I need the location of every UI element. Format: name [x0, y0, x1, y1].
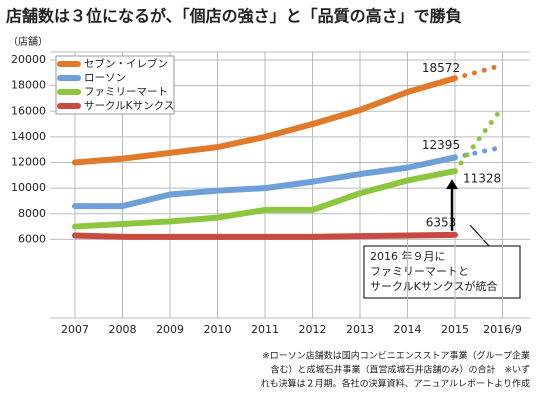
annotation-text: ファミリーマートと: [370, 265, 469, 278]
forecast-line: [452, 62, 505, 81]
x-tick-label: 2014: [394, 323, 422, 336]
y-tick-label: 18000: [11, 79, 46, 92]
y-tick-label: 20000: [11, 53, 46, 66]
y-tick-label: 16000: [11, 104, 46, 117]
x-tick-label: 2010: [204, 323, 232, 336]
annotation-text: サークルKサンクスが統合: [370, 279, 498, 293]
forecast-line: [452, 104, 505, 174]
legend-label: ローソン: [84, 72, 126, 84]
merge-arrow-head: [446, 179, 458, 190]
value-label: 6353: [426, 215, 457, 229]
y-tick-label: 6000: [18, 232, 46, 245]
chart-title: 店舗数は３位になるが、「個店の強さ」と「品質の高さ」で勝負: [6, 7, 462, 26]
series-line: [72, 168, 458, 230]
y-axis-label: （店舗）: [8, 35, 48, 48]
forecast-line: [452, 144, 505, 160]
footnote: ※ローソン店舗数は国内コンビニエンスストア事業（グループ企業: [262, 350, 530, 362]
x-tick-label: 2008: [109, 323, 137, 336]
value-label: 18572: [422, 61, 460, 75]
x-tick-label: 2013: [346, 323, 374, 336]
legend-label: ファミリーマート: [84, 86, 168, 98]
y-tick-label: 8000: [18, 207, 46, 220]
footnote: れも決算は２月期。各社の決算資料、アニュアルレポートより作成: [261, 378, 530, 390]
series-line: [72, 154, 458, 210]
x-tick-label: 2016/9: [483, 323, 522, 336]
series-line: [72, 231, 458, 240]
annotation-box: [363, 245, 521, 299]
y-tick-label: 12000: [11, 156, 46, 169]
x-tick-label: 2009: [156, 323, 184, 336]
series-line: [72, 75, 458, 166]
x-tick-label: 2015: [441, 323, 469, 336]
leader-line: [469, 224, 491, 248]
legend-label: サークルKサンクス: [84, 100, 174, 112]
y-tick-label: 14000: [11, 130, 46, 143]
value-label: 11328: [463, 172, 501, 186]
y-tick-label: 10000: [11, 181, 46, 194]
x-tick-label: 2012: [299, 323, 327, 336]
legend-label: セブン・イレブン: [84, 57, 168, 70]
value-label: 12395: [422, 138, 460, 152]
x-tick-label: 2011: [251, 323, 279, 336]
x-tick-label: 2007: [61, 323, 89, 336]
footnote: 含む）と成城石井事業（直営成城石井店舗のみ）の合計 ※いず: [270, 364, 530, 376]
